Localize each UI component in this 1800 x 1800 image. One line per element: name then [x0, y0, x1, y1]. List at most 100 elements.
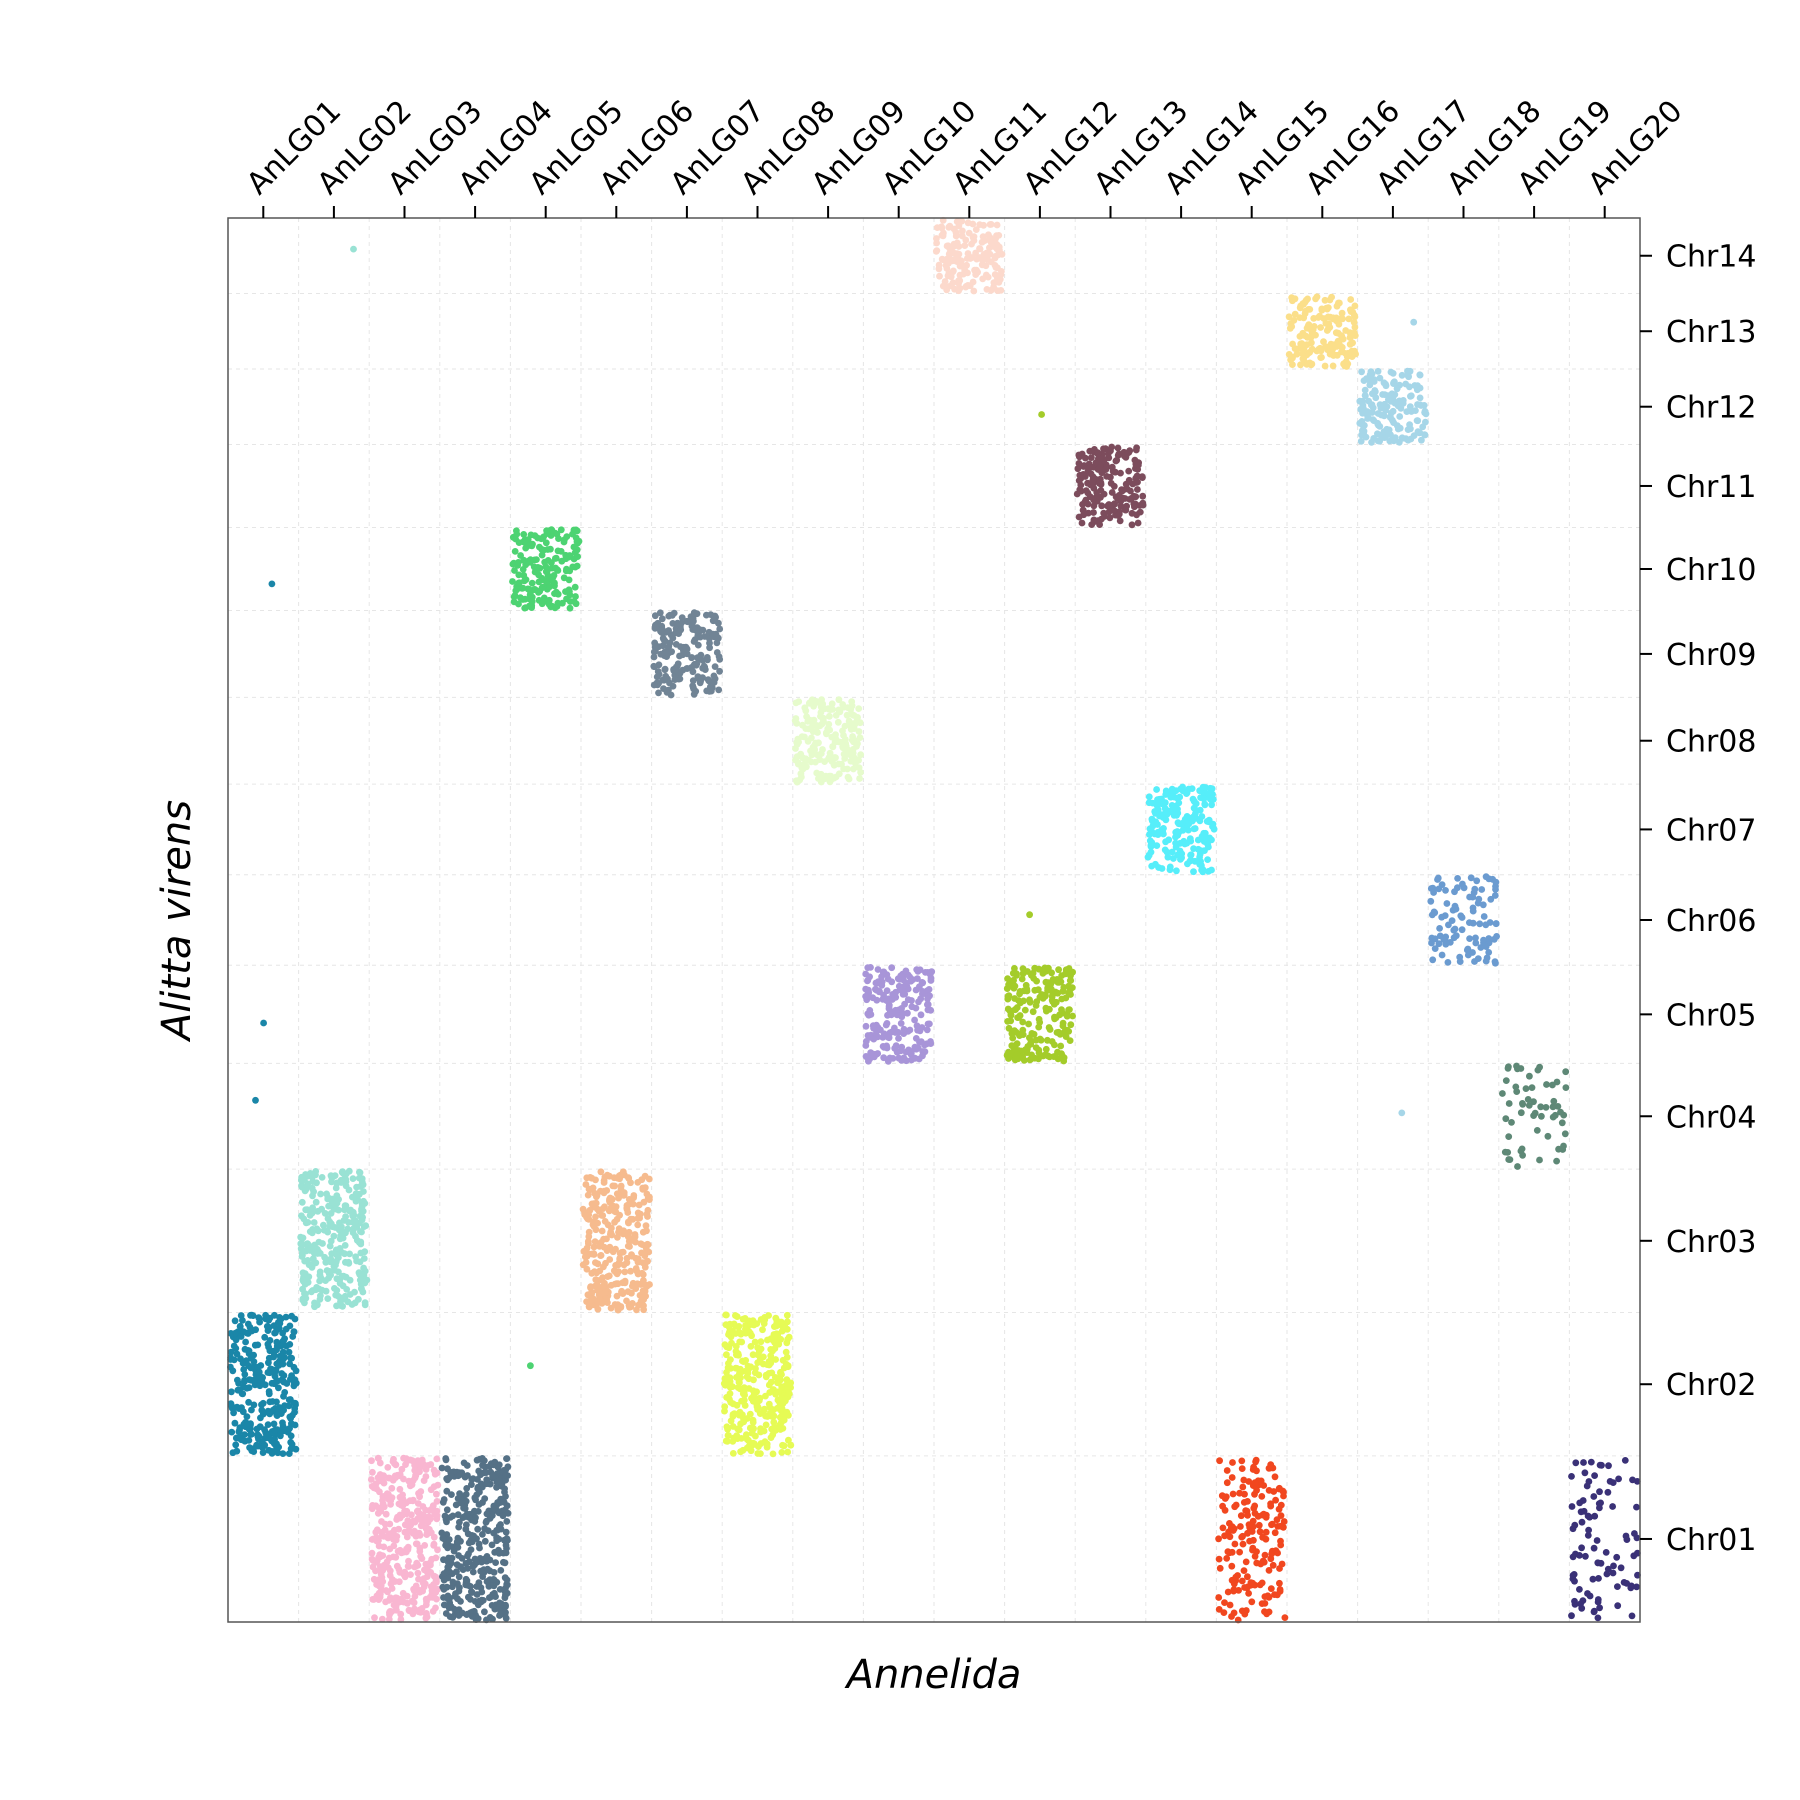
data-point — [1035, 1049, 1043, 1057]
data-point — [305, 1261, 313, 1269]
data-point — [1322, 343, 1329, 351]
data-point — [483, 1476, 491, 1484]
data-point — [659, 634, 667, 642]
data-point — [605, 1207, 613, 1215]
data-point — [1576, 1499, 1584, 1507]
data-point — [897, 1020, 905, 1027]
data-point — [1113, 456, 1121, 464]
data-point — [478, 1596, 486, 1604]
data-point — [697, 677, 704, 685]
data-point — [1321, 296, 1329, 304]
data-point — [1473, 877, 1481, 885]
data-point — [566, 588, 573, 595]
data-point — [1505, 1100, 1513, 1107]
data-point — [1236, 1548, 1243, 1556]
data-point — [1147, 848, 1155, 856]
data-point — [504, 1509, 512, 1517]
data-point — [1475, 895, 1483, 903]
data-point — [276, 1320, 284, 1327]
data-point — [1291, 310, 1299, 318]
data-point — [570, 543, 578, 551]
data-point — [479, 1573, 486, 1580]
data-point — [1610, 1562, 1617, 1570]
data-point — [678, 614, 686, 621]
data-point — [1056, 1011, 1063, 1019]
data-point — [442, 1516, 450, 1523]
data-point — [1196, 817, 1204, 825]
data-point — [396, 1485, 404, 1493]
data-point — [1011, 965, 1018, 972]
data-point — [1267, 1461, 1275, 1468]
data-point — [639, 1184, 647, 1192]
data-point — [490, 1576, 497, 1583]
data-point — [368, 1549, 376, 1557]
data-point — [494, 1526, 501, 1534]
data-point — [1133, 444, 1140, 452]
data-point — [266, 1347, 274, 1355]
data-point — [270, 1322, 278, 1329]
data-point — [897, 972, 905, 980]
data-point — [316, 1296, 324, 1303]
data-point — [844, 704, 852, 711]
data-point — [1289, 353, 1296, 361]
data-point — [494, 1463, 502, 1471]
data-point — [1114, 444, 1122, 452]
data-point — [449, 1578, 457, 1586]
data-point — [956, 262, 964, 270]
data-point — [517, 552, 524, 559]
data-point — [936, 272, 943, 280]
data-point — [932, 247, 940, 255]
data-point — [302, 1219, 310, 1227]
data-point — [1011, 982, 1019, 990]
data-point — [754, 1344, 761, 1351]
data-point — [454, 1534, 462, 1542]
data-point — [780, 1416, 788, 1424]
data-point — [1153, 842, 1161, 849]
data-point — [760, 1407, 768, 1414]
data-point — [414, 1500, 422, 1507]
data-point — [349, 1175, 357, 1182]
data-point — [1590, 1544, 1598, 1552]
data-point — [415, 1490, 422, 1497]
data-point — [1604, 1488, 1612, 1496]
data-point — [492, 1593, 499, 1600]
data-point — [620, 1227, 627, 1235]
outlier-point — [1026, 911, 1033, 919]
data-point — [357, 1240, 365, 1248]
data-point — [463, 1485, 471, 1492]
data-point — [398, 1465, 406, 1473]
data-point — [422, 1462, 430, 1470]
data-point — [248, 1327, 256, 1335]
data-point — [603, 1187, 611, 1194]
data-point — [502, 1601, 509, 1609]
data-point — [248, 1447, 256, 1455]
data-point — [1186, 857, 1194, 865]
data-point — [287, 1432, 295, 1440]
data-point — [1267, 1585, 1275, 1592]
data-point — [652, 647, 659, 655]
data-point — [1451, 905, 1459, 913]
data-point — [607, 1304, 615, 1312]
data-point — [616, 1254, 624, 1262]
data-point — [404, 1457, 411, 1465]
data-point — [416, 1606, 423, 1614]
data-point — [228, 1388, 235, 1396]
data-point — [639, 1287, 647, 1295]
data-point — [290, 1382, 298, 1390]
data-point — [1416, 394, 1424, 402]
data-point — [950, 240, 958, 248]
data-point — [1167, 793, 1175, 801]
data-point — [1421, 431, 1429, 439]
data-point — [538, 584, 546, 592]
data-point — [832, 754, 839, 762]
data-point — [1569, 1553, 1577, 1561]
data-point — [1265, 1487, 1273, 1494]
y-tick-label: Chr07 — [1666, 813, 1756, 848]
data-point — [855, 764, 863, 771]
data-point — [584, 1191, 592, 1199]
data-point — [1589, 1575, 1597, 1583]
data-point — [682, 643, 690, 651]
data-point — [1277, 1537, 1284, 1545]
data-point — [322, 1287, 330, 1295]
data-point — [264, 1327, 272, 1334]
